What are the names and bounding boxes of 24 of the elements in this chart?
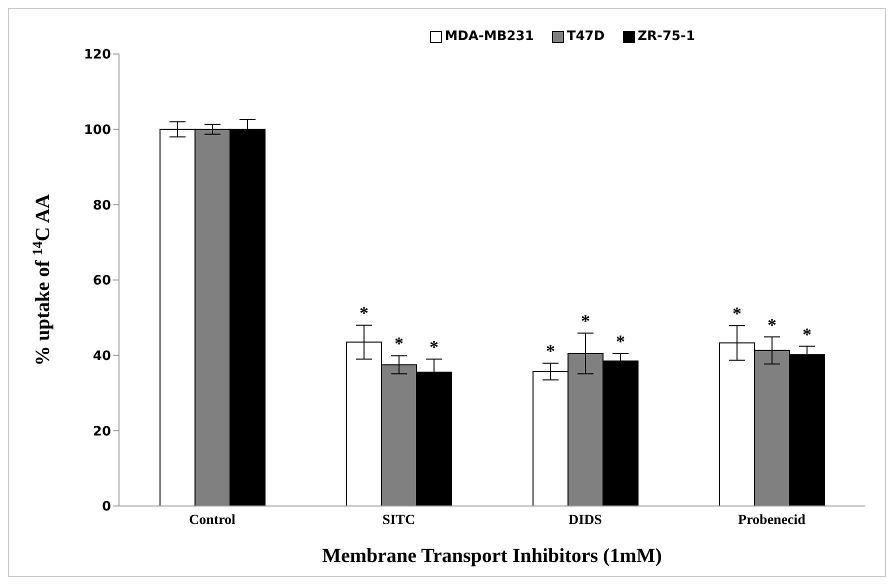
y-tick-label: 120 xyxy=(84,48,111,63)
y-tick-label: 60 xyxy=(92,274,111,289)
data-label: * xyxy=(394,334,404,354)
y-tick-label: 100 xyxy=(84,122,111,138)
x-tick-label: Control xyxy=(189,512,236,528)
x-axis-title: Membrane Transport Inhibitors (1mM) xyxy=(322,545,662,568)
y-tick-label: 80 xyxy=(92,198,111,214)
x-tick-label: Probenecid xyxy=(738,512,806,528)
y-tick-label: 40 xyxy=(92,348,111,364)
x-tick-label: DIDS xyxy=(568,512,602,528)
legend-label: MDA-MB231 xyxy=(444,29,534,44)
y-tick-label: 20 xyxy=(92,424,111,440)
data-label: * xyxy=(430,337,439,358)
x-tick-label: SITC xyxy=(382,512,416,528)
data-label: * xyxy=(360,303,369,324)
data-label: * xyxy=(616,331,626,352)
legend-label: ZR-75-1 xyxy=(636,29,695,44)
legend-label: T47D xyxy=(566,29,605,44)
data-label: * xyxy=(802,324,812,344)
y-tick-label: 0 xyxy=(102,500,111,515)
data-label: * xyxy=(546,341,556,362)
data-label: * xyxy=(581,311,590,332)
data-label: * xyxy=(768,314,777,335)
data-label: * xyxy=(732,304,742,324)
